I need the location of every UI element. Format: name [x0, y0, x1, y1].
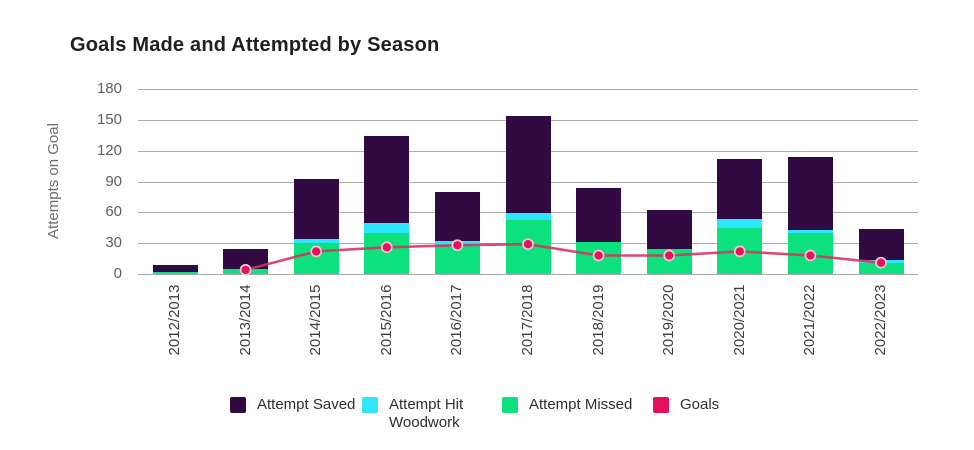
bar-segment-attempt-hit-woodwork-2015-2016[interactable]: [364, 222, 410, 233]
legend-swatch-icon: [653, 397, 669, 413]
legend-item-goals[interactable]: Goals: [653, 396, 719, 414]
goals-point[interactable]: [310, 245, 323, 258]
legend-item-attempt-saved[interactable]: Attempt Saved: [230, 396, 355, 414]
legend-label: Attempt Hit Woodwork: [389, 396, 464, 431]
legend-label: Attempt Missed: [529, 396, 633, 413]
bar-segment-attempt-saved-2018-2019[interactable]: [576, 187, 622, 243]
bar-segment-attempt-saved-2020-2021[interactable]: [717, 158, 763, 219]
gridline-y180: [138, 89, 918, 90]
x-axis-label-2017-2018: 2017/2018: [519, 284, 536, 356]
y-tick-label: 150: [96, 110, 122, 128]
bar-segment-attempt-missed-2012-2013[interactable]: [152, 271, 198, 274]
chart-title: Goals Made and Attempted by Season: [70, 34, 440, 56]
y-tick-label: 180: [96, 80, 122, 97]
goals-line: [245, 242, 882, 272]
goals-point[interactable]: [875, 256, 887, 269]
plot-area: [138, 89, 918, 276]
x-axis-label-2019-2020: 2019/2020: [660, 284, 678, 356]
goals-point[interactable]: [733, 245, 746, 258]
legend-item-attempt-hit-woodwork[interactable]: Attempt Hit Woodwork: [362, 396, 484, 432]
x-axis-label-2015-2016: 2015/2016: [377, 284, 395, 356]
goals-point[interactable]: [522, 238, 534, 251]
legend-item-attempt-missed[interactable]: Attempt Missed: [502, 396, 632, 414]
legend-swatch-icon: [362, 397, 378, 413]
x-axis-label-2021-2022: 2021/2022: [801, 284, 819, 356]
goals-point[interactable]: [239, 264, 252, 276]
goals-point[interactable]: [663, 249, 676, 262]
y-axis-title: Attempts on Goal: [45, 123, 62, 239]
goals-point[interactable]: [592, 249, 605, 262]
x-axis-label-2022-2023: 2022/2023: [872, 284, 889, 356]
y-tick-label: 30: [105, 234, 122, 252]
y-tick-label: 0: [113, 265, 122, 282]
bar-segment-attempt-hit-woodwork-2020-2021[interactable]: [717, 218, 763, 228]
legend-label: Goals: [680, 396, 720, 413]
bar-segment-attempt-saved-2015-2016[interactable]: [364, 136, 410, 223]
x-axis-label-2016-2017: 2016/2017: [448, 284, 466, 356]
bar-segment-attempt-hit-woodwork-2017-2018[interactable]: [505, 213, 551, 220]
bar-segment-attempt-saved-2017-2018[interactable]: [505, 115, 551, 214]
bar-segment-attempt-saved-2019-2020[interactable]: [646, 210, 692, 250]
x-axis-label-2018-2019: 2018/2019: [589, 284, 607, 356]
bar-segment-attempt-saved-2012-2013[interactable]: [152, 264, 198, 272]
legend-label: Attempt Saved: [257, 396, 356, 413]
y-tick-label: 90: [105, 172, 122, 190]
bar-segment-attempt-saved-2013-2014[interactable]: [223, 249, 269, 269]
goals-line-layer: [239, 238, 887, 276]
x-axis-label-2012-2013: 2012/2013: [166, 284, 183, 356]
bar-segment-attempt-saved-2022-2023[interactable]: [858, 228, 904, 260]
goals-point[interactable]: [451, 239, 464, 252]
y-tick-label: 60: [105, 203, 122, 221]
goals-point[interactable]: [804, 249, 817, 262]
bar-segment-attempt-missed-2015-2016[interactable]: [364, 232, 410, 274]
goals-point[interactable]: [380, 241, 393, 254]
x-axis-label-2013-2014: 2013/2014: [236, 284, 254, 356]
legend-swatch-icon: [230, 397, 246, 413]
bar-segment-attempt-saved-2016-2017[interactable]: [434, 191, 480, 242]
x-axis-label-2020-2021: 2020/2021: [730, 284, 748, 356]
legend-swatch-icon: [502, 397, 518, 413]
x-axis-label-2014-2015: 2014/2015: [307, 284, 325, 356]
y-tick-label: 120: [96, 141, 122, 159]
bar-segment-attempt-saved-2021-2022[interactable]: [787, 156, 833, 230]
bar-segment-attempt-hit-woodwork-2014-2015[interactable]: [293, 239, 339, 244]
bar-segment-attempt-hit-woodwork-2021-2022[interactable]: [787, 229, 833, 233]
gridline-y0: [138, 274, 918, 275]
bar-segment-attempt-saved-2014-2015[interactable]: [293, 179, 339, 240]
